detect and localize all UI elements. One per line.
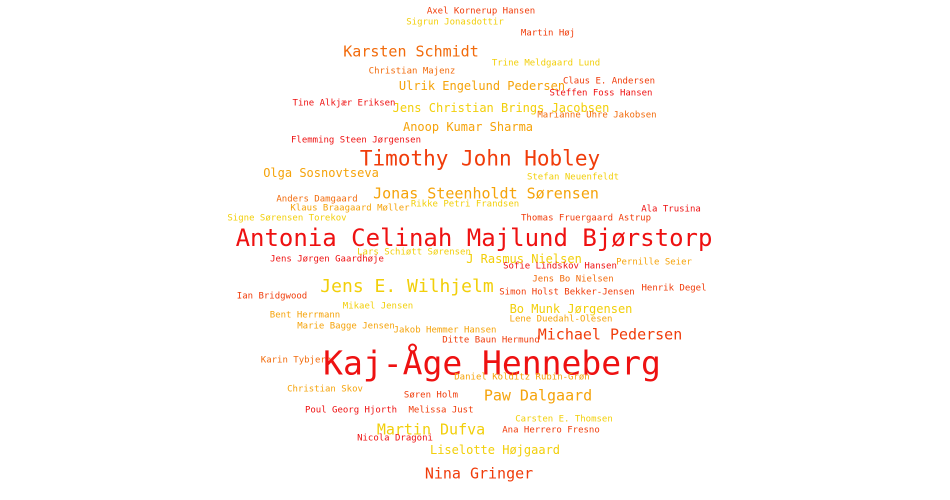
word-liselotte-hojgaard: Liselotte Højgaard [429,443,561,457]
word-karsten-schmidt: Karsten Schmidt [343,42,479,61]
word-thomas-fruergaard-astrup: Thomas Fruergaard Astrup [520,213,652,224]
word-jonas-steenholdt-sorensen: Jonas Steenholdt Sørensen [373,184,599,203]
word-melissa-just: Melissa Just [408,405,474,416]
word-simon-holst-bekker-jensen: Simon Holst Bekker-Jensen [499,287,635,298]
word-antonia-celinah-majlund-bjorstorp: Antonia Celinah Majlund Bjørstorp [235,224,713,252]
word-steffen-foss-hansen: Steffen Foss Hansen [549,88,653,99]
word-bent-herrmann: Bent Herrmann [269,310,341,321]
word-olga-sosnovtseva: Olga Sosnovtseva [263,166,379,180]
word-marie-bagge-jensen: Marie Bagge Jensen [297,321,395,332]
word-klaus-braagaard-moller: Klaus Braagaard Møller [290,203,410,214]
word-jakob-hemmer-hansen: Jakob Hemmer Hansen [393,325,497,336]
word-sigrun-jonasdottir: Sigrun Jonasdottir [406,17,504,28]
word-nicola-dragoni: Nicola Dragoni [357,433,433,444]
word-lene-duedahl-olesen: Lene Duedahl-Olesen [509,314,613,325]
word-trine-meldgaard-lund: Trine Meldgaard Lund [491,58,601,69]
word-ala-trusina: Ala Trusina [641,204,701,215]
word-flemming-steen-jorgensen: Flemming Steen Jørgensen [290,135,422,146]
word-christian-skov: Christian Skov [287,384,363,395]
word-pernille-seier: Pernille Seier [616,257,692,268]
word-ana-herrero-fresno: Ana Herrero Fresno [502,425,600,436]
word-paw-dalgaard: Paw Dalgaard [483,386,593,405]
word-j-rasmus-nielsen: J Rasmus Nielsen [466,252,582,266]
word-ditte-baun-hermund: Ditte Baun Hermund [442,335,540,346]
word-michael-pedersen: Michael Pedersen [537,325,683,344]
word-rikke-petri-frandsen: Rikke Petri Frandsen [410,199,520,210]
word-anders-damgaard: Anders Damgaard [276,194,358,205]
word-anoop-kumar-sharma: Anoop Kumar Sharma [402,120,534,134]
word-timothy-john-hobley: Timothy John Hobley [359,146,601,171]
word-christian-majenz: Christian Majenz [368,66,456,77]
word-poul-georg-hjorth: Poul Georg Hjorth [304,405,398,416]
word-martin-dufva: Martin Dufva [376,420,486,439]
word-henrik-degel: Henrik Degel [641,283,707,294]
word-kaj-age-henneberg: Kaj-Åge Henneberg [323,343,661,383]
word-jens-christian-brings-jacobsen: Jens Christian Brings Jacobsen [392,101,610,115]
word-soren-holm: Søren Holm [403,390,459,401]
word-claus-e-andersen: Claus E. Andersen [562,76,656,87]
word-mikael-jensen: Mikael Jensen [342,301,414,312]
word-daniel-kolditz-rubin-gron: Daniel Kolditz Rubin-Grøn [454,372,590,383]
word-jens-jorgen-gaardhoje: Jens Jørgen Gaardhøje [270,254,384,265]
word-sofie-lindskov-hansen: Sofie Lindskov Hansen [503,261,617,272]
word-tine-alkjaer-eriksen: Tine Alkjær Eriksen [292,98,396,109]
word-ulrik-engelund-pedersen: Ulrik Engelund Pedersen [398,79,566,93]
word-nina-gringer: Nina Gringer [424,464,534,483]
word-bo-munk-jorgensen: Bo Munk Jørgensen [509,302,633,316]
word-jens-e-wilhjelm: Jens E. Wilhjelm [320,276,494,297]
word-signe-sorensen-torekov: Signe Sørensen Torekov [227,213,347,224]
word-stefan-neuenfeldt: Stefan Neuenfeldt [526,172,620,183]
word-jens-bo-nielsen: Jens Bo Nielsen [532,274,614,285]
word-lars-schiott-sorensen: Lars Schiøtt Sørensen [357,247,471,258]
word-ian-bridgwood: Ian Bridgwood [236,291,308,302]
word-martin-hoj: Martin Høj [520,28,576,39]
word-axel-kornerup-hansen: Axel Kornerup Hansen [426,6,536,17]
word-marianne-uhre-jakobsen: Marianne Uhre Jakobsen [537,110,657,121]
word-carsten-e-thomsen: Carsten E. Thomsen [515,414,613,425]
word-karin-tybjerg: Karin Tybjerg [260,355,332,366]
